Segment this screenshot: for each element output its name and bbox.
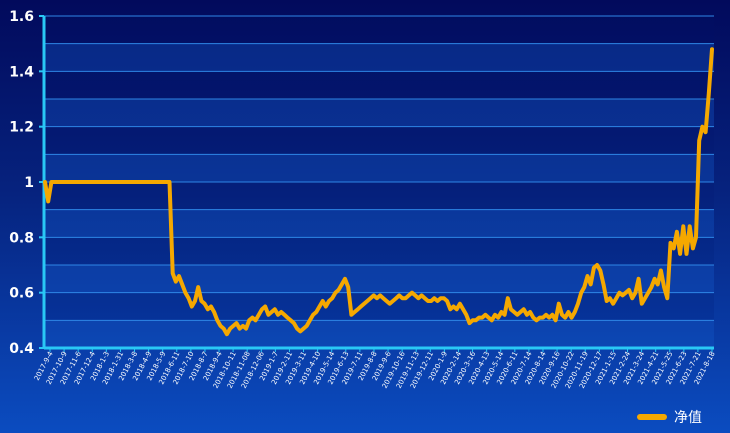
- y-tick-label: 1: [24, 175, 34, 191]
- plot-band: [44, 320, 714, 348]
- plot-band: [44, 16, 714, 44]
- legend-label: 净值: [674, 410, 702, 426]
- series-line: [43, 47, 714, 337]
- plot-band: [44, 71, 714, 99]
- y-tick-label: 0.8: [9, 230, 34, 246]
- y-tick-label: 0.6: [9, 286, 34, 302]
- plot-band: [44, 99, 714, 127]
- plot-bands: [44, 16, 714, 348]
- legend: 净值: [637, 410, 702, 426]
- y-tick-label: 0.4: [9, 341, 34, 357]
- series-group: [43, 47, 714, 337]
- plot-band: [44, 209, 714, 238]
- plot-band: [44, 43, 714, 72]
- y-tick-labels: 0.4 0.6 0.8 1 1.2 1.4 1.6: [9, 9, 44, 357]
- y-tick-label: 1.2: [9, 120, 34, 136]
- plot-band: [44, 126, 714, 155]
- y-tick-label: 1.4: [9, 64, 34, 80]
- y-tick-label: 1.6: [9, 9, 34, 25]
- plot-band: [44, 265, 714, 293]
- x-tick-labels: 2017-9-42017-10-92017-11-62017-12-42018-…: [33, 348, 717, 390]
- plot-band: [44, 154, 714, 182]
- plot-band: [44, 182, 714, 210]
- plot-band: [44, 237, 714, 265]
